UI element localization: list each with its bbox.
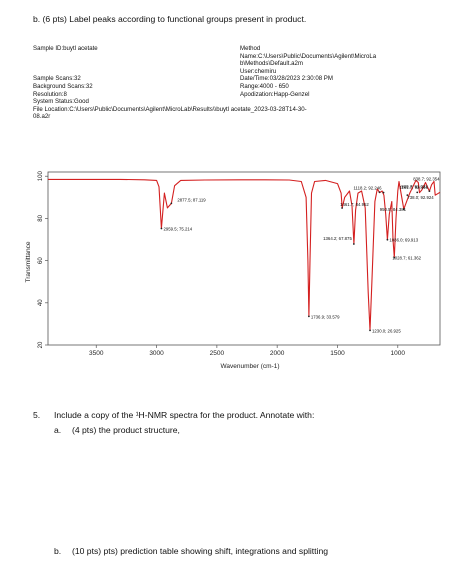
x-tick-label: 1000 bbox=[391, 350, 406, 357]
peak-label: 1461.7; 84.952 bbox=[340, 202, 369, 207]
question-5b-text: (10 pts) pts) prediction table showing s… bbox=[72, 546, 329, 556]
peak-marker bbox=[402, 208, 405, 211]
meta-right-line: Name:C:\Users\Public\Documents\Agilent\M… bbox=[240, 52, 377, 60]
peak-marker bbox=[378, 191, 381, 194]
y-tick-label: 60 bbox=[38, 257, 44, 264]
question-5a-text: (4 pts) the product structure, bbox=[72, 425, 180, 435]
peak-label: 1086.0; 69.913 bbox=[389, 238, 418, 243]
meta-right-line: User:chemiru bbox=[240, 67, 277, 75]
meta-left-line: System Status:Good bbox=[33, 98, 89, 106]
spectrum-metadata-left: Sample ID:buytl acetate Sample Scans:32 … bbox=[33, 45, 307, 121]
x-tick-label: 3000 bbox=[149, 350, 164, 357]
peak-marker bbox=[369, 329, 371, 332]
peak-marker bbox=[428, 190, 431, 193]
question-5b-letter: b. bbox=[54, 546, 62, 556]
meta-right-line: Method bbox=[240, 45, 261, 52]
peak-label: 1118.2; 92.246 bbox=[353, 186, 382, 191]
peak-marker bbox=[393, 256, 396, 259]
spectrum-series-line bbox=[48, 178, 441, 331]
y-tick-label: 100 bbox=[38, 171, 44, 182]
peak-marker bbox=[382, 191, 385, 194]
meta-right-line: b\Methods\Default.a2m bbox=[240, 60, 304, 68]
x-tick-label: 1500 bbox=[330, 350, 345, 357]
meta-left-line: Sample Scans:32 bbox=[33, 75, 81, 83]
peak-marker bbox=[406, 194, 409, 197]
meta-left-line: Background Scans:32 bbox=[33, 82, 93, 90]
question-5-number: 5. bbox=[33, 410, 41, 420]
peak-marker bbox=[352, 243, 355, 245]
peak-label: 1230.0; 26.925 bbox=[372, 328, 401, 333]
y-tick-label: 20 bbox=[38, 341, 44, 348]
peak-label: 920.7; 91.022 bbox=[401, 184, 428, 189]
meta-left-line: Resolution:8 bbox=[33, 90, 67, 98]
meta-right-line: Apodization:Happ-Genzel bbox=[240, 90, 310, 98]
meta-right-line: Range:4000 - 650 bbox=[240, 82, 289, 90]
meta-left-line: Sample ID:buytl acetate bbox=[33, 45, 98, 52]
peak-label: 1364.2; 67.875 bbox=[323, 236, 352, 241]
peak-label: 950.5; 84.381 bbox=[380, 207, 407, 212]
peak-label: 838.7; 92.354 bbox=[413, 176, 440, 181]
x-axis-label: Wavenumber (cm-1) bbox=[221, 363, 280, 370]
y-tick-label: 40 bbox=[38, 299, 44, 306]
spectrum-metadata-right: Method Name:C:\Users\Public\Documents\Ag… bbox=[240, 45, 376, 98]
peak-label: 1028.7; 61.362 bbox=[392, 256, 421, 261]
meta-left-line: 08.a2r bbox=[33, 113, 51, 121]
peak-marker bbox=[416, 191, 419, 194]
peak-marker bbox=[170, 202, 173, 205]
ir-spectrum-chart: 3500 3000 2500 2000 1500 1000 100 80 60 40 20 Tran… bbox=[25, 171, 441, 370]
peak-marker bbox=[341, 207, 343, 209]
y-tick-label: 80 bbox=[38, 214, 44, 221]
y-axis-label: Transmittance bbox=[25, 241, 32, 282]
x-tick-label: 2000 bbox=[270, 350, 285, 357]
question-5-text: Include a copy of the ¹H-NMR spectra for… bbox=[54, 410, 315, 420]
part-b-ir-question: b. (6 pts) Label peaks according to func… bbox=[33, 14, 307, 24]
x-tick-label: 3500 bbox=[89, 350, 104, 357]
peak-marker bbox=[308, 315, 310, 318]
meta-left-line: File Location:C:\Users\Public\Documents\… bbox=[33, 105, 307, 113]
peak-label: 1736.9; 33.579 bbox=[311, 314, 340, 319]
x-tick-label: 2500 bbox=[210, 350, 225, 357]
question-5a-letter: a. bbox=[54, 425, 62, 435]
peak-label: 738.0; 92.924 bbox=[407, 195, 434, 200]
peak-marker bbox=[386, 238, 389, 241]
peak-label: 1151.7; 92.446 bbox=[399, 185, 428, 190]
meta-right-line: Date/Time:03/28/2023 2:30:08 PM bbox=[240, 75, 333, 83]
plot-frame bbox=[47, 171, 441, 346]
peak-label: 2877.5; 87.119 bbox=[177, 197, 206, 202]
peak-label: 2959.5; 75.214 bbox=[163, 227, 192, 232]
peak-marker bbox=[160, 227, 163, 230]
